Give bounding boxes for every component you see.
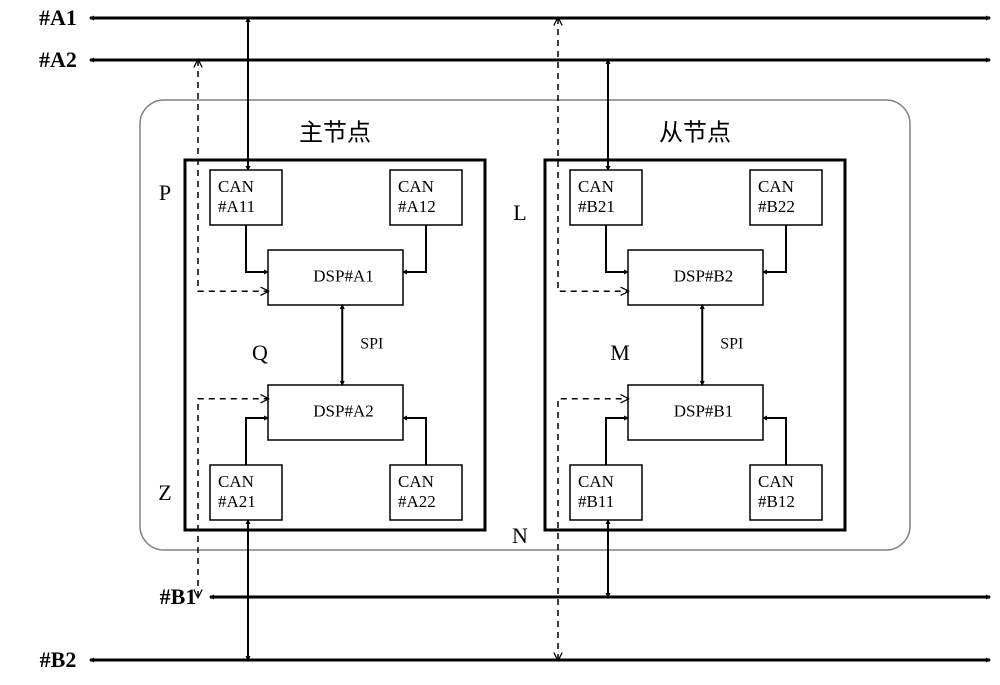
svg-text:#A22: #A22 [398,492,436,511]
svg-text:#B22: #B22 [758,197,795,216]
svg-text:#A11: #A11 [218,197,255,216]
svg-text:CAN: CAN [758,177,794,196]
architecture-diagram: #A1#A2#B1#B2主节点PQZCAN#A11CAN#A12CAN#A21C… [0,0,1000,685]
svg-text:#B12: #B12 [758,492,795,511]
bus-label-A2: #A2 [39,47,77,72]
svg-text:DSP#B1: DSP#B1 [674,401,734,420]
svg-text:#A21: #A21 [218,492,256,511]
spi-label-main: SPI [360,336,383,353]
svg-text:#A12: #A12 [398,197,436,216]
letter-Q: Q [252,340,268,365]
letter-L: L [513,200,526,225]
svg-text:#B11: #B11 [578,492,614,511]
svg-text:CAN: CAN [758,472,794,491]
bus-label-B2: #B2 [40,647,77,672]
svg-text:CAN: CAN [578,177,614,196]
svg-text:CAN: CAN [578,472,614,491]
svg-text:CAN: CAN [398,472,434,491]
letter-Z: Z [158,480,171,505]
spi-label-slave: SPI [720,336,743,353]
svg-text:CAN: CAN [218,177,254,196]
svg-text:DSP#A2: DSP#A2 [313,401,373,420]
letter-P: P [159,180,171,205]
bus-label-A1: #A1 [39,5,77,30]
svg-text:DSP#B2: DSP#B2 [674,266,734,285]
svg-text:#B21: #B21 [578,197,615,216]
node-title-slave: 从节点 [659,120,731,147]
node-title-main: 主节点 [299,120,371,147]
bus-label-B1: #B1 [160,584,197,609]
node-slave: 从节点LMNCAN#B21CAN#B22CAN#B11CAN#B12DSP#B2… [512,18,845,660]
svg-text:DSP#A1: DSP#A1 [313,266,373,285]
svg-text:CAN: CAN [218,472,254,491]
letter-M: M [610,340,630,365]
node-main: 主节点PQZCAN#A11CAN#A12CAN#A21CAN#A22DSP#A1… [158,18,485,660]
letter-N: N [512,523,528,548]
svg-text:CAN: CAN [398,177,434,196]
